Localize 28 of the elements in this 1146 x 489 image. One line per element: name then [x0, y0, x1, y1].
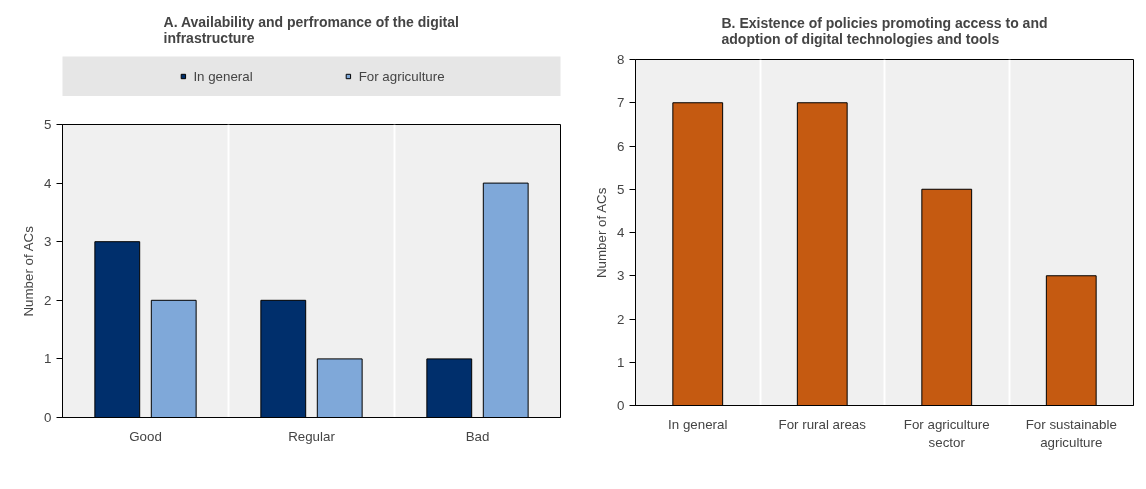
- y-tick-label: 2: [617, 311, 625, 327]
- y-tick-label: 5: [44, 117, 52, 132]
- y-axis-title: Number of ACs: [594, 187, 610, 279]
- y-tick-label: 0: [617, 398, 625, 413]
- y-tick-label: 3: [617, 268, 625, 284]
- x-tick-label: For agriculture sector: [903, 416, 990, 450]
- y-tick-label: 2: [44, 292, 52, 308]
- chart-title: A. Availability and perfromance of the digital infrastructure: [163, 13, 459, 46]
- y-tick-label: 6: [617, 138, 625, 154]
- y-axis-title: Number of ACs: [21, 225, 37, 317]
- x-tick-label: In general: [668, 416, 728, 432]
- x-tick-label: Bad: [465, 428, 490, 444]
- chart-title: B. Existence of policies promoting access to and adoption of digital technologies and tools: [721, 15, 1048, 47]
- y-tick-label: 4: [617, 225, 626, 240]
- x-tick-label: Regular: [288, 428, 336, 444]
- y-tick-label: 7: [617, 95, 625, 111]
- legend-label: In general: [193, 68, 253, 84]
- legend-label: For agriculture: [358, 68, 445, 84]
- y-tick-label: 1: [44, 351, 52, 367]
- x-tick-label: Good: [129, 428, 162, 444]
- y-tick-label: 3: [44, 234, 52, 250]
- x-tick-label: For rural areas: [778, 416, 867, 432]
- y-tick-label: 4: [44, 175, 53, 191]
- x-tick-label: For sustainable agriculture: [1025, 416, 1117, 450]
- y-tick-label: 1: [617, 354, 625, 370]
- y-tick-label: 8: [617, 52, 625, 67]
- y-tick-label: 5: [617, 181, 625, 197]
- y-tick-label: 0: [44, 410, 52, 425]
